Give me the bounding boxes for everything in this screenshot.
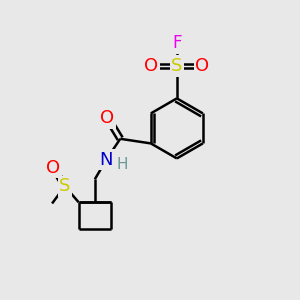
Text: S: S xyxy=(59,177,70,195)
Text: S: S xyxy=(171,57,182,75)
Text: H: H xyxy=(117,157,128,172)
Text: N: N xyxy=(100,151,113,169)
Text: O: O xyxy=(144,57,158,75)
Text: O: O xyxy=(100,109,115,127)
Text: F: F xyxy=(172,34,182,52)
Text: O: O xyxy=(195,57,209,75)
Text: O: O xyxy=(46,159,60,177)
